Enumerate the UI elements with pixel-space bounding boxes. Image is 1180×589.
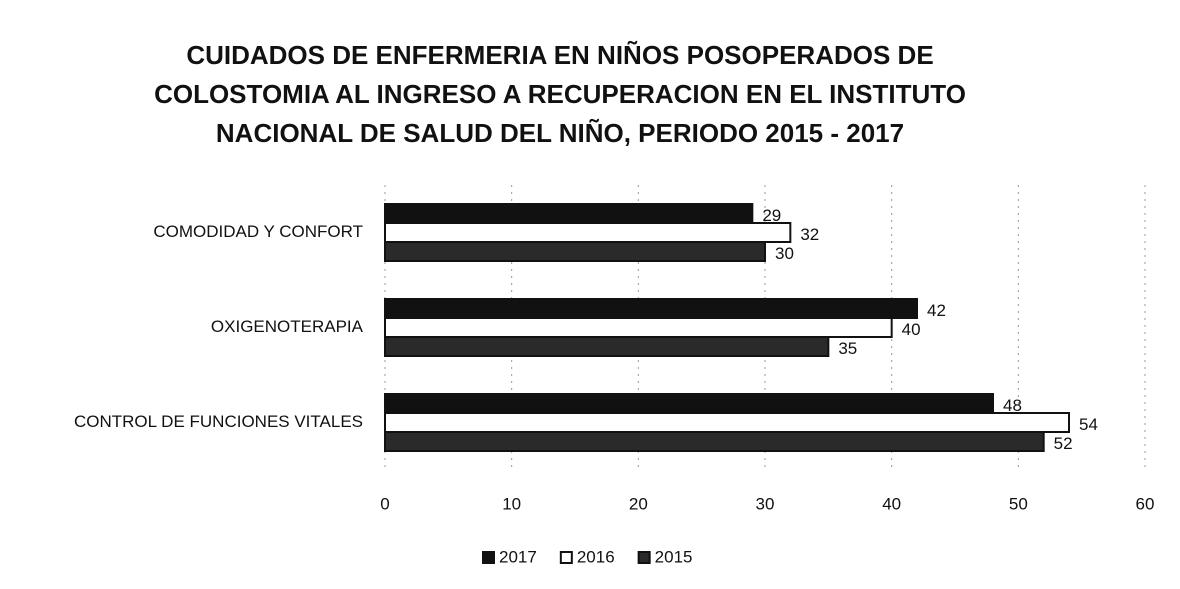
legend-label: 2017 [499,547,537,566]
data-label: 32 [800,225,819,244]
bar [384,203,754,224]
bar [384,431,1045,452]
chart-title: CUIDADOS DE ENFERMERIA EN NIÑOS POSOPERA… [154,40,966,148]
legend-swatch [637,551,651,564]
bar [384,298,918,319]
data-label: 48 [1003,396,1022,415]
x-tick-label: 0 [380,494,389,513]
legend-swatch [559,551,573,564]
bar [384,412,1070,433]
legend-label: 2016 [577,547,615,566]
x-tick-label: 30 [756,494,775,513]
y-tick-label: COMODIDAD Y CONFORT [153,222,363,241]
data-label: 42 [927,301,946,320]
bar [384,241,766,262]
bar [384,222,792,243]
data-label: 29 [762,206,781,225]
y-tick-label: CONTROL DE FUNCIONES VITALES [74,412,363,431]
x-tick-label: 60 [1136,494,1155,513]
data-label: 52 [1054,434,1073,453]
x-tick-label: 20 [629,494,648,513]
x-tick-label: 10 [502,494,521,513]
legend-swatch [482,551,495,564]
legend-label: 2015 [655,547,693,566]
data-label: 35 [838,339,857,358]
x-tick-label: 50 [1009,494,1028,513]
y-tick-label: OXIGENOTERAPIA [211,317,364,336]
bar [384,336,830,357]
data-label: 30 [775,244,794,263]
bar [384,317,893,338]
data-label: 40 [902,320,921,339]
x-tick-label: 40 [882,494,901,513]
bar [384,393,994,414]
data-label: 54 [1079,415,1098,434]
